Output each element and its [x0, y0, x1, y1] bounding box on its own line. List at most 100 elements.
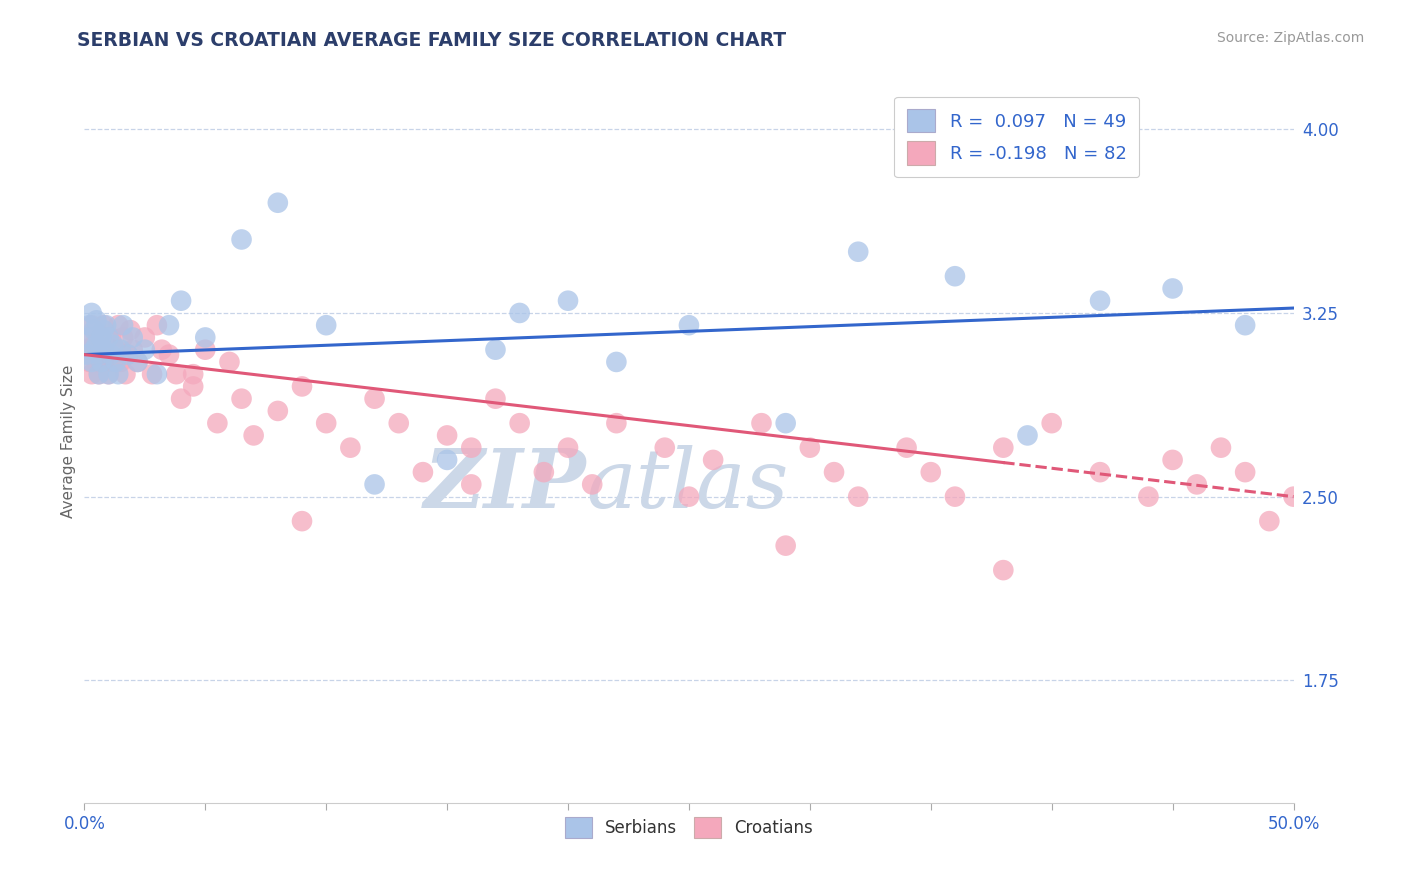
Point	[315, 318, 337, 333]
Text: atlas: atlas	[586, 445, 789, 524]
Point	[87, 343, 110, 357]
Point	[581, 477, 603, 491]
Text: SERBIAN VS CROATIAN AVERAGE FAMILY SIZE CORRELATION CHART: SERBIAN VS CROATIAN AVERAGE FAMILY SIZE …	[77, 31, 786, 50]
Point	[127, 355, 149, 369]
Point	[150, 343, 173, 357]
Point	[846, 490, 869, 504]
Point	[165, 367, 187, 381]
Point	[103, 338, 125, 352]
Point	[1282, 490, 1305, 504]
Point	[76, 348, 98, 362]
Point	[90, 355, 112, 369]
Point	[86, 355, 108, 369]
Point	[83, 348, 105, 362]
Point	[267, 195, 290, 210]
Point	[117, 348, 139, 362]
Point	[207, 416, 229, 430]
Point	[146, 318, 169, 333]
Point	[920, 465, 942, 479]
Point	[1209, 441, 1232, 455]
Point	[315, 416, 337, 430]
Legend: Serbians, Croatians: Serbians, Croatians	[558, 810, 820, 845]
Point	[896, 441, 918, 455]
Point	[110, 355, 132, 369]
Point	[80, 367, 103, 381]
Point	[87, 348, 110, 362]
Point	[107, 318, 129, 333]
Point	[157, 348, 180, 362]
Point	[83, 343, 105, 357]
Point	[363, 477, 385, 491]
Point	[678, 318, 700, 333]
Point	[112, 330, 135, 344]
Point	[104, 355, 127, 369]
Text: ZIP: ZIP	[423, 445, 586, 524]
Point	[77, 355, 100, 369]
Point	[1161, 281, 1184, 295]
Point	[993, 441, 1015, 455]
Point	[702, 453, 724, 467]
Point	[127, 355, 149, 369]
Point	[104, 343, 127, 357]
Point	[823, 465, 845, 479]
Point	[605, 416, 627, 430]
Point	[1017, 428, 1039, 442]
Point	[86, 323, 108, 337]
Point	[194, 330, 217, 344]
Point	[97, 348, 120, 362]
Point	[1161, 453, 1184, 467]
Point	[90, 348, 112, 362]
Point	[775, 539, 797, 553]
Point	[97, 367, 120, 381]
Point	[107, 367, 129, 381]
Y-axis label: Average Family Size: Average Family Size	[60, 365, 76, 518]
Point	[157, 318, 180, 333]
Point	[436, 428, 458, 442]
Point	[943, 490, 966, 504]
Text: Source: ZipAtlas.com: Source: ZipAtlas.com	[1216, 31, 1364, 45]
Point	[1185, 477, 1208, 491]
Point	[460, 441, 482, 455]
Point	[484, 392, 506, 406]
Point	[93, 323, 115, 337]
Point	[94, 338, 117, 352]
Point	[846, 244, 869, 259]
Point	[87, 367, 110, 381]
Point	[436, 453, 458, 467]
Point	[93, 318, 115, 333]
Point	[120, 323, 142, 337]
Point	[231, 392, 253, 406]
Point	[97, 330, 120, 344]
Point	[1088, 465, 1111, 479]
Point	[121, 330, 143, 344]
Point	[77, 330, 100, 344]
Point	[134, 343, 156, 357]
Point	[86, 313, 108, 327]
Point	[412, 465, 434, 479]
Point	[484, 343, 506, 357]
Point	[141, 367, 163, 381]
Point	[83, 338, 105, 352]
Point	[100, 348, 122, 362]
Point	[170, 392, 193, 406]
Point	[94, 318, 117, 333]
Point	[97, 367, 120, 381]
Point	[90, 330, 112, 344]
Point	[509, 306, 531, 320]
Point	[77, 318, 100, 333]
Point	[1137, 490, 1160, 504]
Point	[557, 441, 579, 455]
Point	[509, 416, 531, 430]
Point	[83, 323, 105, 337]
Point	[363, 392, 385, 406]
Point	[1088, 293, 1111, 308]
Point	[267, 404, 290, 418]
Point	[103, 355, 125, 369]
Point	[1040, 416, 1063, 430]
Point	[218, 355, 240, 369]
Point	[114, 367, 136, 381]
Point	[654, 441, 676, 455]
Point	[533, 465, 555, 479]
Point	[1258, 514, 1281, 528]
Point	[242, 428, 264, 442]
